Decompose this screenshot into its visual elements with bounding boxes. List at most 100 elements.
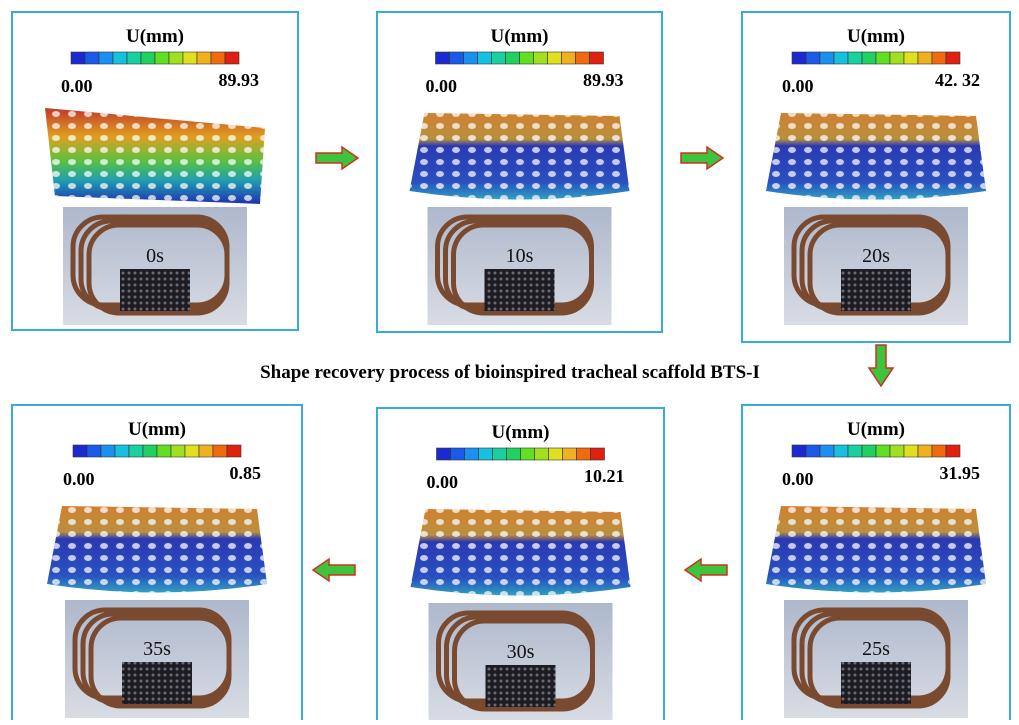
color-bar-block bbox=[171, 445, 185, 457]
color-bar-block bbox=[479, 448, 493, 460]
legend-min: 0.00 bbox=[63, 469, 95, 489]
color-bar-block bbox=[507, 448, 521, 460]
color-bar-block bbox=[465, 448, 479, 460]
panel: U(mm) 0.00 0.85 35s bbox=[12, 405, 302, 720]
panel: U(mm)0.0010.2130s bbox=[377, 408, 664, 720]
legend-max: 31.95 bbox=[940, 463, 981, 483]
color-bar-block bbox=[141, 52, 155, 64]
color-bar-block bbox=[918, 52, 932, 64]
color-bar-block bbox=[183, 52, 197, 64]
color-bar-block bbox=[563, 448, 577, 460]
color-bar-block bbox=[199, 445, 213, 457]
color-bar-block bbox=[590, 52, 604, 64]
color-bar-block bbox=[576, 52, 590, 64]
scaffold-photo bbox=[486, 665, 556, 707]
color-bar-block bbox=[450, 52, 464, 64]
color-bar-block bbox=[890, 52, 904, 64]
legend-max: 0.85 bbox=[230, 463, 262, 483]
color-bar-block bbox=[113, 52, 127, 64]
color-bar-block bbox=[562, 52, 576, 64]
legend-title: U(mm) bbox=[491, 422, 549, 443]
color-bar-block bbox=[520, 52, 534, 64]
color-bar-block bbox=[492, 52, 506, 64]
color-bar-block bbox=[157, 445, 171, 457]
arrow-right bbox=[316, 147, 358, 169]
scaffold-photo bbox=[841, 662, 911, 704]
panel: U(mm)0.0089.930s bbox=[12, 12, 298, 330]
color-bar-block bbox=[506, 52, 520, 64]
color-bar-block bbox=[87, 445, 101, 457]
color-bar-block bbox=[185, 445, 199, 457]
page: {"panels": [ {"legend_title": "U(mm)", "… bbox=[0, 0, 1019, 720]
color-bar-block bbox=[101, 445, 115, 457]
color-bar-block bbox=[99, 52, 113, 64]
color-bar-block bbox=[436, 52, 450, 64]
color-bar-block bbox=[521, 448, 535, 460]
color-bar-block bbox=[127, 52, 141, 64]
time-label: 20s bbox=[862, 245, 890, 267]
legend-max: 42. 32 bbox=[935, 70, 980, 90]
scaffold-holes bbox=[47, 506, 267, 593]
color-bar-block bbox=[155, 52, 169, 64]
color-bar-block bbox=[464, 52, 478, 64]
legend-min: 0.00 bbox=[782, 469, 814, 489]
scaffold-holes bbox=[410, 113, 630, 200]
color-bar-block bbox=[890, 445, 904, 457]
legend-min: 0.00 bbox=[61, 76, 93, 96]
color-bar-block bbox=[946, 445, 960, 457]
time-label: 10s bbox=[506, 245, 534, 267]
legend-title: U(mm) bbox=[490, 26, 548, 47]
color-bar-block bbox=[437, 448, 451, 460]
time-label: 0s bbox=[146, 245, 164, 267]
legend-title: U(mm) bbox=[847, 26, 905, 47]
scaffold-photo bbox=[485, 269, 555, 311]
color-bar-block bbox=[71, 52, 85, 64]
color-bar-block bbox=[820, 52, 834, 64]
color-bar-block bbox=[862, 52, 876, 64]
legend-min: 0.00 bbox=[782, 76, 814, 96]
color-bar-block bbox=[548, 52, 562, 64]
color-bar-block bbox=[834, 445, 848, 457]
color-bar-block bbox=[577, 448, 591, 460]
color-bar-block bbox=[493, 448, 507, 460]
color-bar-block bbox=[211, 52, 225, 64]
scaffold-holes bbox=[411, 509, 631, 596]
color-bar-block bbox=[904, 445, 918, 457]
legend-max: 10.21 bbox=[584, 466, 625, 486]
scaffold-photo bbox=[120, 269, 190, 311]
scaffold-photo bbox=[122, 662, 192, 704]
legend-title: U(mm) bbox=[847, 419, 905, 440]
color-bar-block bbox=[792, 445, 806, 457]
legend-max: 89.93 bbox=[583, 70, 624, 90]
color-bar-block bbox=[129, 445, 143, 457]
color-bar-block bbox=[876, 52, 890, 64]
color-bar-block bbox=[862, 445, 876, 457]
color-bar-block bbox=[932, 445, 946, 457]
color-bar-block bbox=[792, 52, 806, 64]
color-bar-block bbox=[549, 448, 563, 460]
color-bar-block bbox=[225, 52, 239, 64]
time-label: 35s bbox=[143, 638, 171, 660]
arrow-right bbox=[681, 147, 723, 169]
legend-title: U(mm) bbox=[128, 419, 186, 440]
color-bar-block bbox=[197, 52, 211, 64]
color-bar-block bbox=[820, 445, 834, 457]
color-bar-block bbox=[227, 445, 241, 457]
arrow-down bbox=[869, 345, 893, 386]
color-bar-block bbox=[848, 445, 862, 457]
color-bar-block bbox=[932, 52, 946, 64]
color-bar-block bbox=[834, 52, 848, 64]
color-bar-block bbox=[169, 52, 183, 64]
arrow-left bbox=[313, 559, 355, 581]
color-bar-block bbox=[904, 52, 918, 64]
color-bar-block bbox=[534, 52, 548, 64]
scaffold-holes bbox=[45, 108, 265, 204]
color-bar-block bbox=[213, 445, 227, 457]
color-bar-block bbox=[946, 52, 960, 64]
color-bar-block bbox=[478, 52, 492, 64]
color-bar-block bbox=[876, 445, 890, 457]
color-bar-block bbox=[806, 52, 820, 64]
color-bar-block bbox=[535, 448, 549, 460]
